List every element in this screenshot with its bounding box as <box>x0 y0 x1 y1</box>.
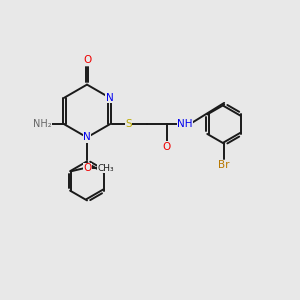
Text: CH₃: CH₃ <box>97 164 114 173</box>
Text: Br: Br <box>218 160 230 170</box>
Text: O: O <box>83 55 91 65</box>
Text: S: S <box>125 119 132 129</box>
Text: N: N <box>83 132 91 142</box>
Text: NH: NH <box>177 119 193 129</box>
Text: NH₂: NH₂ <box>33 119 51 129</box>
Text: O: O <box>83 163 91 173</box>
Text: N: N <box>106 93 114 103</box>
Text: O: O <box>162 142 171 152</box>
